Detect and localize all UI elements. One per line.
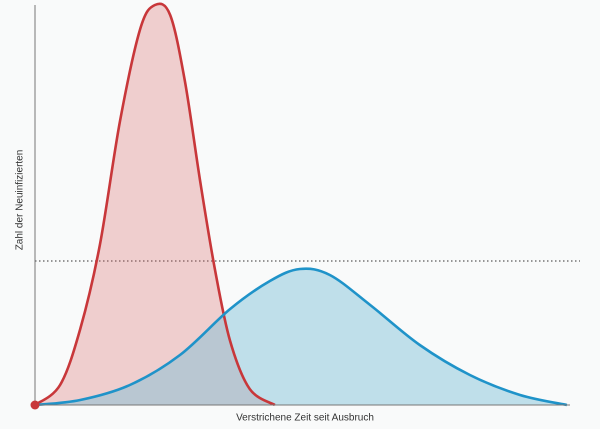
origin-dot	[30, 400, 40, 410]
area	[35, 268, 567, 405]
area	[35, 3, 275, 405]
x-axis-label: Verstrichene Zeit seit Ausbruch	[236, 413, 374, 424]
line	[34, 267, 568, 407]
y-axis-label: Zahl der Neuinfizierten	[15, 150, 26, 251]
line	[34, 2, 276, 407]
